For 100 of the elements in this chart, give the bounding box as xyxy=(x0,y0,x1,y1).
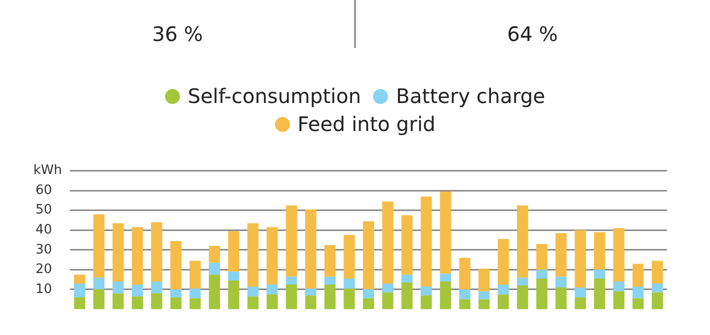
bar xyxy=(555,276,567,288)
bar xyxy=(112,293,124,310)
bar xyxy=(536,278,548,310)
bar xyxy=(344,288,355,310)
bar xyxy=(574,297,586,310)
bar xyxy=(324,284,336,310)
bar xyxy=(286,284,298,310)
bar xyxy=(382,283,394,292)
bar xyxy=(286,276,298,284)
bar xyxy=(555,233,567,277)
bar xyxy=(305,288,316,296)
bar xyxy=(478,299,490,310)
bar xyxy=(266,227,278,284)
bar xyxy=(93,289,104,310)
bar xyxy=(401,215,413,275)
bar xyxy=(170,297,182,310)
legend-label: Feed into grid xyxy=(298,112,436,136)
bar xyxy=(652,283,663,292)
bar xyxy=(74,283,86,298)
text: 64 % xyxy=(506,22,559,46)
bar xyxy=(382,292,394,310)
bar xyxy=(652,292,663,310)
bar xyxy=(516,205,528,278)
y-tick-label: 60 xyxy=(35,182,52,198)
bar xyxy=(382,201,394,284)
bar xyxy=(401,282,413,310)
bar xyxy=(208,262,220,275)
bar xyxy=(344,278,355,288)
bar xyxy=(362,298,374,310)
bar xyxy=(132,227,143,284)
bar xyxy=(266,284,278,294)
bar xyxy=(286,205,298,277)
bar xyxy=(132,296,143,310)
legend-label: Self-consumption xyxy=(188,84,362,108)
bar xyxy=(632,298,644,310)
bar xyxy=(555,287,567,310)
bar xyxy=(190,260,201,288)
bar xyxy=(305,209,316,288)
bar xyxy=(420,286,432,296)
bar xyxy=(420,196,432,286)
bar xyxy=(112,282,124,294)
bar xyxy=(190,298,201,310)
bar xyxy=(362,221,374,290)
bar xyxy=(266,294,278,310)
bar xyxy=(93,278,104,290)
bar xyxy=(574,287,586,298)
bar xyxy=(247,286,259,296)
y-tick-label: 10 xyxy=(35,282,52,297)
bar xyxy=(440,274,452,282)
bar xyxy=(190,288,201,298)
bar xyxy=(478,291,490,300)
bar xyxy=(324,276,336,284)
bar xyxy=(112,223,124,282)
bar xyxy=(170,240,182,290)
bar xyxy=(536,244,548,270)
bar xyxy=(93,214,104,278)
bar xyxy=(613,282,624,292)
bar xyxy=(652,260,663,284)
bar xyxy=(420,295,432,310)
bar xyxy=(516,278,528,286)
bar xyxy=(594,270,606,279)
y-tick-label: 20 xyxy=(35,262,52,278)
legend-label: Battery charge xyxy=(396,84,546,108)
bar xyxy=(247,223,259,286)
bar xyxy=(401,274,413,283)
bar xyxy=(516,285,528,310)
bar xyxy=(247,296,259,310)
bar xyxy=(478,268,490,292)
bar xyxy=(459,299,470,310)
y-axis-title: kWh xyxy=(33,163,62,178)
bar xyxy=(208,274,220,310)
bar xyxy=(362,289,374,298)
bar xyxy=(228,272,240,281)
bar xyxy=(498,239,509,284)
bar xyxy=(132,284,143,296)
bar xyxy=(170,289,182,298)
bar xyxy=(151,282,162,294)
bar xyxy=(498,284,509,294)
y-tick-label: 40 xyxy=(35,222,52,238)
bar xyxy=(324,244,336,277)
bar xyxy=(536,270,548,279)
bar xyxy=(594,278,606,310)
bar xyxy=(305,295,316,310)
bar xyxy=(74,274,86,284)
bar xyxy=(228,231,240,272)
bar xyxy=(459,258,470,290)
bar xyxy=(574,230,586,288)
text: 36 % xyxy=(151,22,204,46)
bar xyxy=(632,286,644,298)
bar xyxy=(228,280,240,310)
bar xyxy=(632,264,644,286)
bar xyxy=(498,294,509,310)
y-tick-label: 50 xyxy=(35,202,52,218)
bar xyxy=(74,297,86,310)
bar xyxy=(459,289,470,300)
bar xyxy=(594,232,606,270)
bar xyxy=(613,228,624,282)
bar xyxy=(613,291,624,310)
bar xyxy=(440,192,452,274)
bar xyxy=(440,282,452,310)
